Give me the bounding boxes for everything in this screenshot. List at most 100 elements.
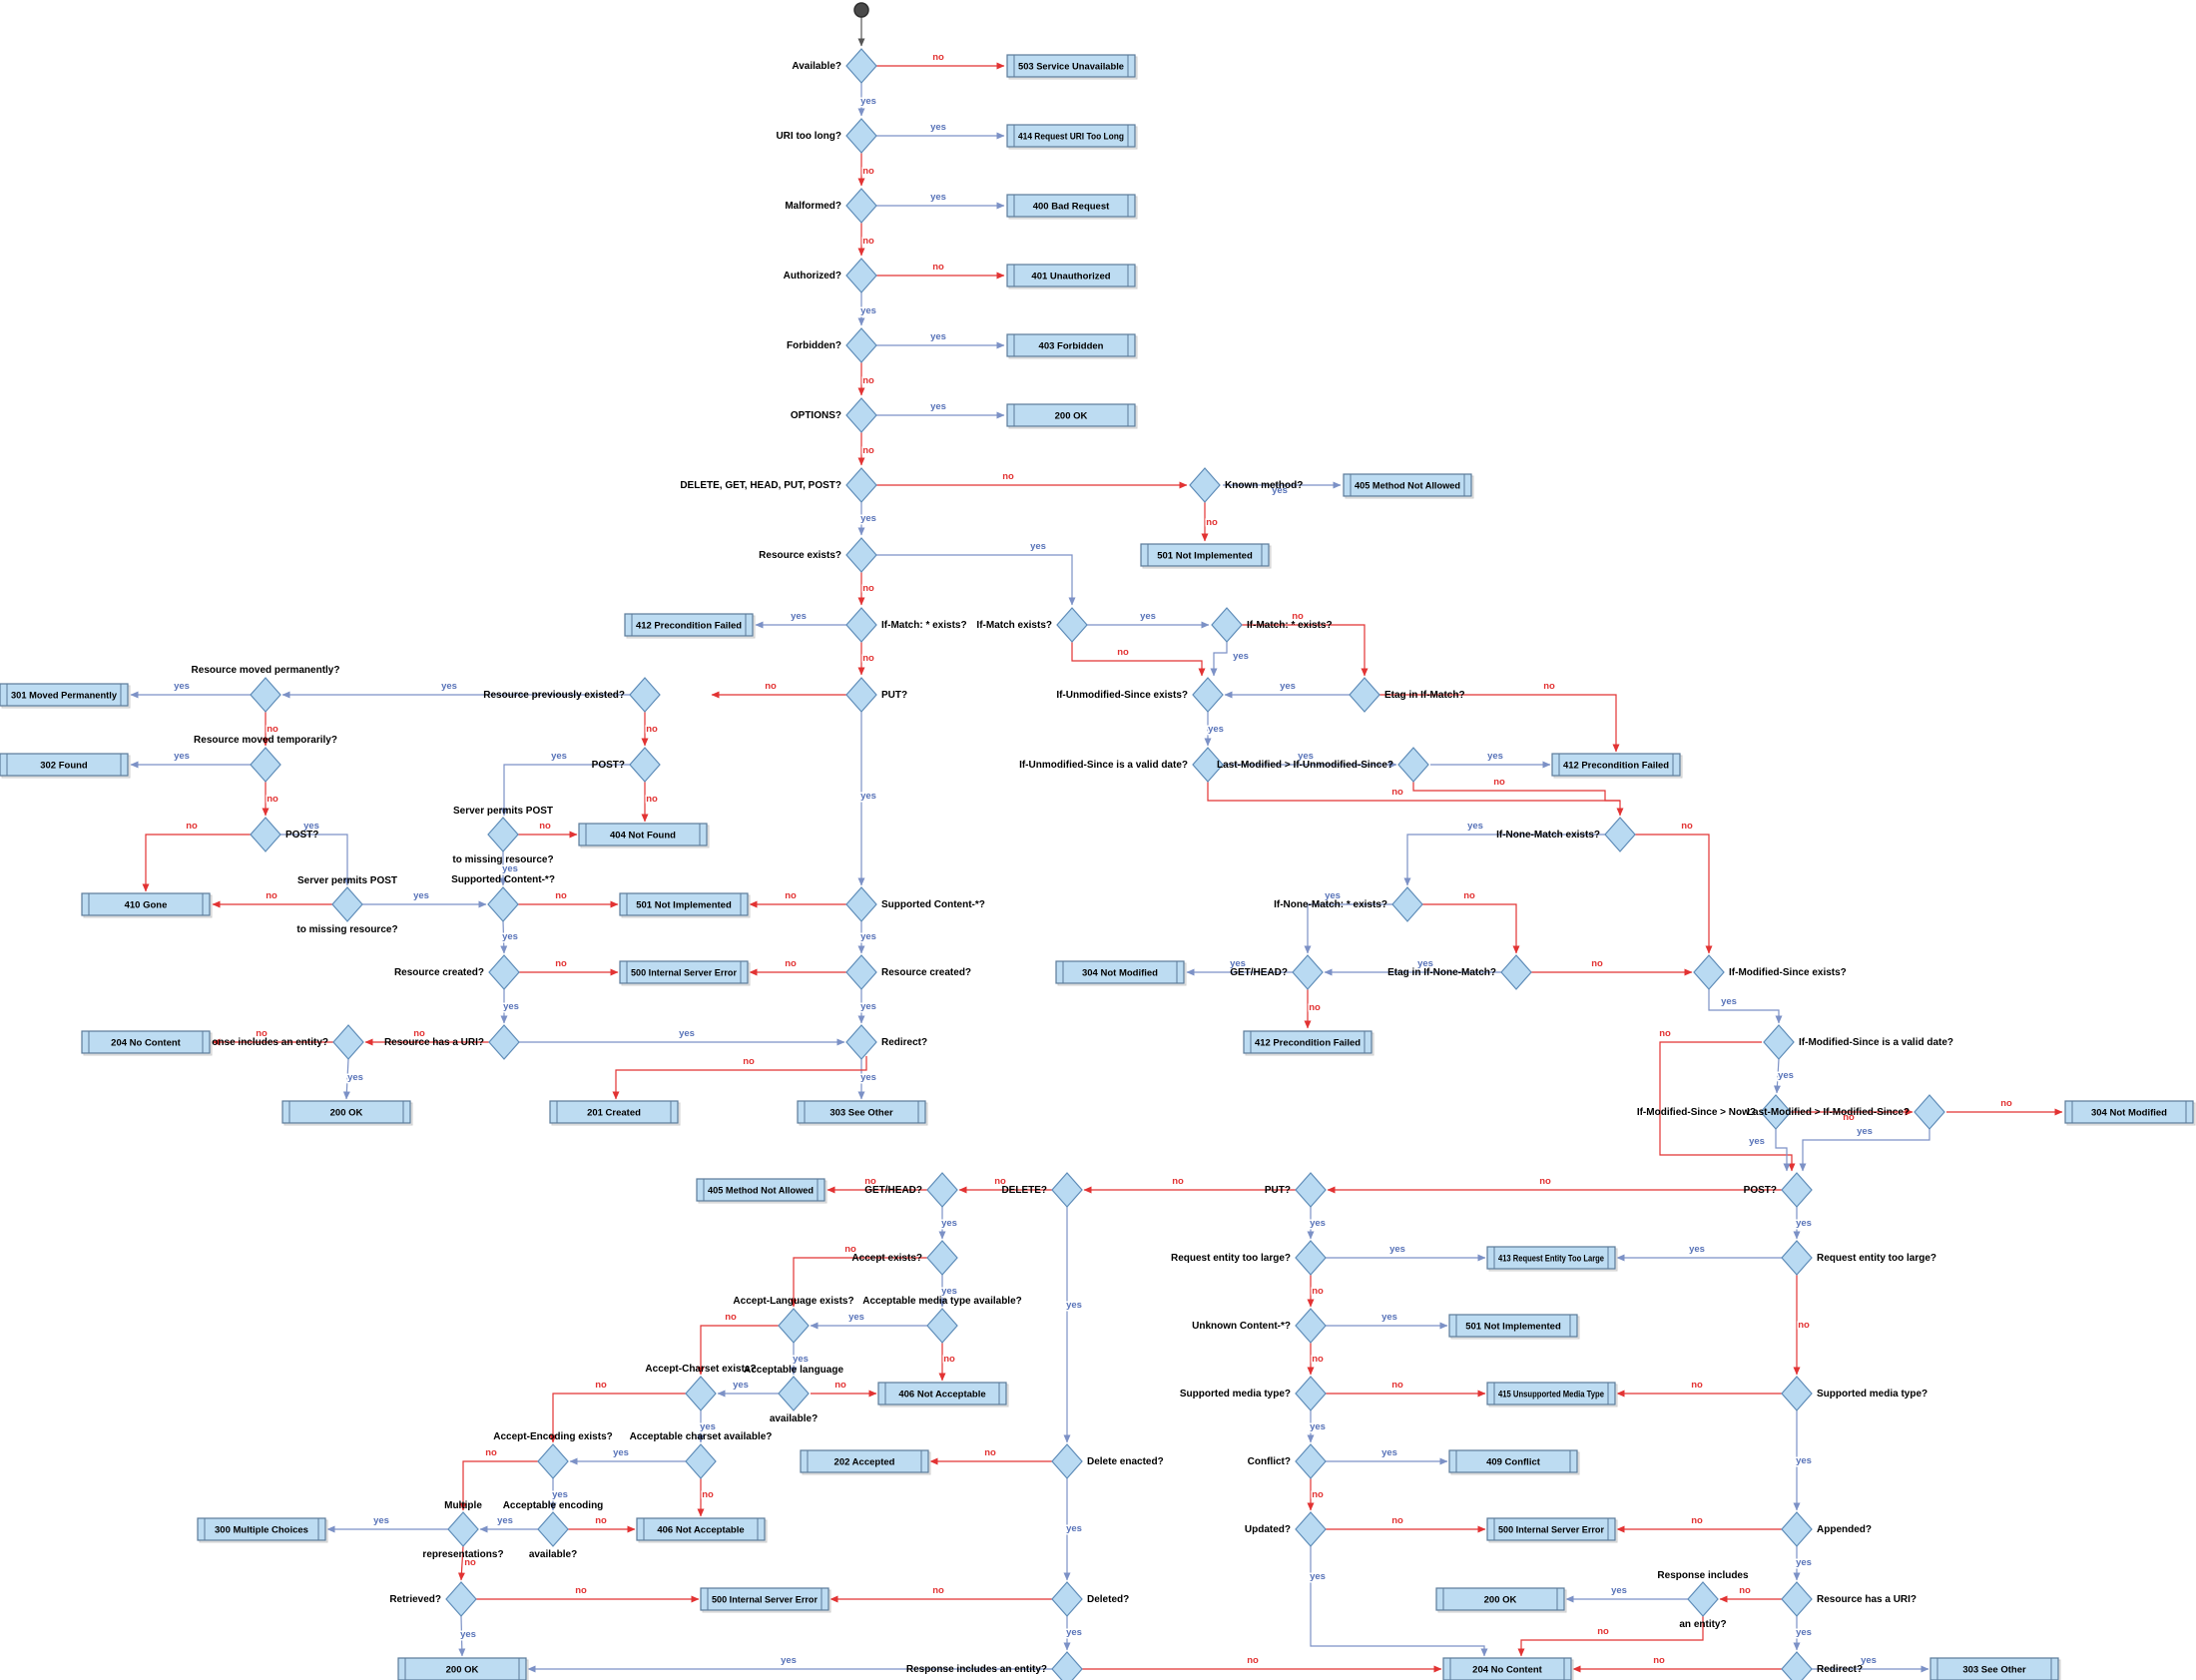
edge-label-no-43: no (1843, 1112, 1855, 1123)
edge-label-no-35: no (1463, 890, 1475, 901)
status-501-not-implemented-top-box-icon (1140, 543, 1270, 567)
edge-label-yes-75: yes (860, 1072, 876, 1083)
decision-etag-in-if-match: Etag in If-Match? (1349, 677, 1465, 713)
status-200-ok-options-label: 200 OK (1055, 411, 1088, 422)
status-403-forbidden-label: 403 Forbidden (1039, 341, 1104, 352)
decision-put-dispatch-diamond-icon (1295, 1172, 1327, 1208)
status-503-service-unavailable-label: 503 Service Unavailable (1018, 62, 1124, 73)
edge-label-no-119: no (1691, 1380, 1703, 1391)
edge-label-yes-70: yes (860, 1001, 876, 1012)
edge-label-no-24: no (1292, 611, 1304, 622)
decision-if-none-match-star-label: If-None-Match: * exists? (1274, 899, 1387, 910)
edge-label-no-122: no (1312, 1489, 1324, 1500)
decision-malformed-label: Malformed? (785, 201, 841, 212)
decision-get-head-dispatch-label: GET/HEAD? (864, 1185, 922, 1196)
decision-prev-existed-label: Resource previously existed? (483, 690, 625, 701)
status-414-request-uri-too-long-box-icon (1006, 124, 1136, 148)
edge-label-no-94: no (595, 1380, 607, 1391)
status-500-internal-server-error-right-label: 500 Internal Server Error (1498, 1525, 1604, 1536)
decision-accept-encoding-exists-label: Accept-Encoding exists? (493, 1431, 612, 1442)
decision-multiple-representations-diamond-icon (447, 1511, 479, 1547)
edge-label-no-100: no (595, 1515, 607, 1526)
status-204-no-content-left: 204 No Content (81, 1030, 213, 1056)
decision-acceptable-encoding-label: Acceptable encoding available? (503, 1500, 604, 1560)
decision-get-head-cond-label: GET/HEAD? (1230, 967, 1288, 978)
decision-server-permits-post-b: Server permits POST to missing resource? (452, 806, 553, 865)
decision-response-entity-left: Response includes an entity? (188, 1024, 364, 1060)
decision-conflict-label: Conflict? (1248, 1456, 1291, 1467)
decision-uri-too-long-label: URI too long? (776, 131, 841, 142)
decision-req-too-large-left-diamond-icon (1295, 1240, 1327, 1276)
decision-delete-enacted: Delete enacted? (1051, 1443, 1164, 1479)
decision-if-match-star-main-diamond-icon (845, 607, 877, 643)
edge-label-yes-128: yes (1796, 1627, 1812, 1638)
status-401-unauthorized: 401 Unauthorized (1006, 264, 1138, 289)
edge-label-yes-59: yes (551, 751, 567, 762)
decision-has-uri-left-label: Resource has a URI? (384, 1037, 484, 1048)
edge-no-31 (1412, 782, 1620, 802)
edge-no-55 (142, 834, 251, 892)
edge-label-no-77: no (864, 1176, 876, 1187)
edge-label-no-127: no (1739, 1585, 1751, 1596)
edge-label-yes-62: yes (502, 863, 518, 874)
decision-if-modified-valid: If-Modified-Since is a valid date? (1763, 1024, 1953, 1060)
status-410-gone-label: 410 Gone (125, 900, 168, 911)
decision-response-entity-right-label: Response includes an entity? (1657, 1570, 1749, 1630)
status-200-ok-bottom-label: 200 OK (446, 1665, 479, 1676)
decision-lastmod-gt-unmodified: Last-Modified > If-Unmodified-Since? (1217, 747, 1429, 783)
status-400-bad-request-label: 400 Bad Request (1033, 202, 1110, 213)
decision-req-too-large-right-label: Request entity too large? (1817, 1253, 1936, 1264)
status-300-multiple-choices-label: 300 Multiple Choices (215, 1525, 308, 1536)
status-404-not-found-box-icon (578, 823, 708, 846)
edge-label-yes-45: yes (1749, 1136, 1765, 1147)
edge-label-yes-40: yes (1721, 996, 1737, 1007)
edge-label-no-26: no (1543, 681, 1555, 692)
decision-accept-charset-exists-label: Accept-Charset exists? (645, 1364, 756, 1375)
status-412-precondition-failed-left-box-icon (624, 613, 754, 637)
decision-moved-temporarily: Resource moved temporarily? (194, 735, 337, 783)
decision-supported-content-left-label: Supported Content-*? (451, 874, 555, 885)
status-200-ok-left-box-icon (281, 1100, 411, 1124)
status-200-ok-left: 200 OK (281, 1100, 413, 1126)
decision-redirect-bottom-diamond-icon (1781, 1651, 1813, 1680)
decision-if-modified-valid-label: If-Modified-Since is a valid date? (1799, 1037, 1953, 1048)
edge-label-no-30: no (1391, 787, 1403, 798)
edge-label-no-114: no (1798, 1320, 1810, 1331)
decision-forbidden-label: Forbidden? (787, 340, 841, 351)
status-405-method-not-allowed-bottom: 405 Method Not Allowed (696, 1178, 827, 1204)
edge-label-no-50: no (646, 724, 658, 735)
status-303-see-other-mid-box-icon (797, 1100, 926, 1124)
decision-server-permits-post-a-label: Server permits POST to missing resource? (296, 875, 397, 935)
decision-resource-exists-label: Resource exists? (759, 550, 841, 561)
decision-forbidden-diamond-icon (845, 327, 877, 363)
status-414-request-uri-too-long: 414 Request URI Too Long (1006, 124, 1138, 150)
decision-options-label: OPTIONS? (791, 410, 841, 421)
edge-label-yes-8: yes (860, 305, 876, 316)
edge-label-yes-120: yes (1796, 1455, 1812, 1466)
edge-yes-45 (1775, 1129, 1791, 1172)
status-204-no-content-left-label: 204 No Content (111, 1038, 182, 1049)
decision-conflict: Conflict? (1248, 1443, 1327, 1479)
decision-if-match-star-main: If-Match: * exists? (845, 607, 967, 643)
edge-label-no-54: no (267, 794, 278, 805)
decision-post-left-label: POST? (285, 830, 318, 840)
edge-label-no-4: no (862, 166, 874, 177)
edge-yes-40 (1708, 989, 1783, 1024)
decision-moved-temporarily-label: Resource moved temporarily? (194, 735, 337, 746)
status-200-ok-right-label: 200 OK (1484, 1595, 1517, 1606)
edge-label-no-65: no (785, 890, 797, 901)
status-405-method-not-allowed-bottom-label: 405 Method Not Allowed (708, 1186, 814, 1197)
decision-resource-created-left-label: Resource created? (394, 967, 484, 978)
edge-label-yes-115: yes (1381, 1312, 1397, 1323)
decision-moved-temporarily-diamond-icon (250, 747, 281, 783)
edge-label-no-98: no (485, 1447, 497, 1458)
decision-redirect-bottom: Redirect? (1781, 1651, 1863, 1680)
decision-redirect-bottom-label: Redirect? (1817, 1664, 1863, 1675)
decision-supported-media-left: Supported media type? (1180, 1376, 1327, 1411)
edge-label-no-105: no (932, 1585, 944, 1596)
decision-known-methods-diamond-icon (845, 467, 877, 503)
status-204-no-content-bottom-box-icon (1442, 1657, 1572, 1680)
decision-supported-media-right-diamond-icon (1781, 1376, 1813, 1411)
edge-label-no-102: no (464, 1557, 476, 1568)
decision-has-uri-right: Resource has a URI? (1781, 1581, 1917, 1617)
